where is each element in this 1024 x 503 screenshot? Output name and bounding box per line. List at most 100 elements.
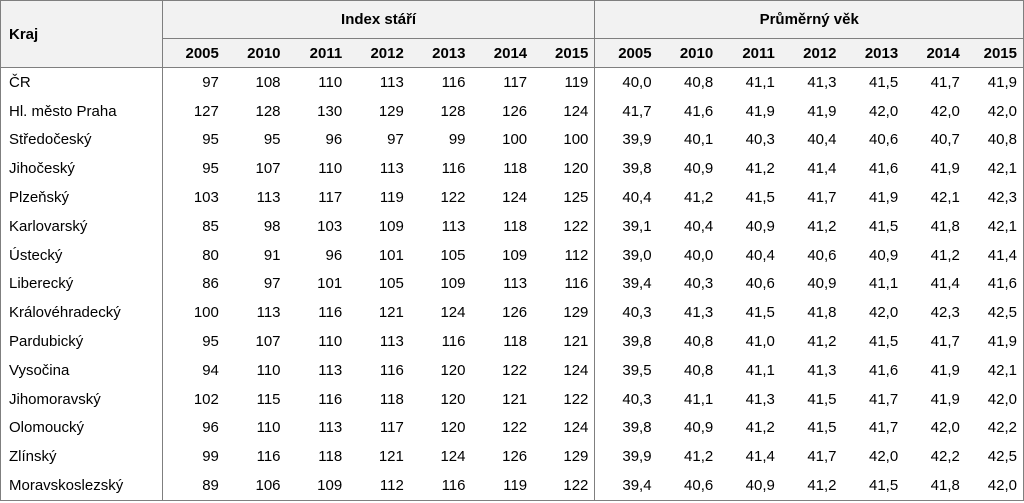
- table-row: Jihomoravský 102 115 116 118 120 121 122 40,3 41,…: [0, 384, 1024, 414]
- age-value-cell: 41,9: [930, 160, 960, 178]
- index-value-cell: 122: [533, 384, 596, 414]
- index-value-cell: 121: [502, 390, 528, 408]
- age-year-header: 2012: [780, 38, 843, 68]
- index-value-cell: 107: [255, 160, 281, 178]
- index-value-cell: 113: [256, 304, 281, 322]
- age-value-cell: 41,6: [684, 102, 714, 120]
- index-value-cell: 118: [503, 160, 528, 178]
- age-value-cell: 42,1: [930, 189, 960, 207]
- index-value-cell: 126: [502, 304, 528, 322]
- index-value-cell: 113: [318, 419, 343, 437]
- index-value-cell: 89: [162, 471, 225, 501]
- age-value-cell: 41,3: [807, 361, 837, 379]
- age-value-cell: 41,3: [684, 304, 714, 322]
- table-row: Jihočeský 95 107 110 113 116 118 120 39,8 40,9 41,…: [0, 154, 1024, 184]
- index-value-cell: 128: [255, 102, 281, 120]
- index-value-cell: 80: [202, 246, 219, 264]
- age-value-cell: 40,4: [745, 246, 775, 264]
- index-value-cell: 103: [317, 217, 343, 235]
- index-value-cell: 124: [533, 413, 596, 443]
- age-value-cell: 41,6: [868, 361, 899, 379]
- index-value-cell: 124: [440, 304, 466, 322]
- index-year-header: 2010: [224, 38, 287, 68]
- age-value-cell: 42,0: [930, 102, 960, 120]
- index-value-cell: 105: [378, 275, 404, 293]
- age-value-cell: 41,1: [868, 275, 899, 293]
- age-value-cell: 41,2: [745, 419, 775, 437]
- age-value-cell: 39,9: [622, 131, 652, 149]
- age-value-cell: 42,3: [965, 183, 1024, 212]
- age-value-cell: 41,7: [868, 390, 899, 408]
- age-year-header: 2014: [904, 38, 966, 68]
- region-name: Středočeský: [0, 125, 163, 155]
- index-value-cell: 113: [441, 217, 466, 235]
- index-value-cell: 116: [533, 269, 596, 299]
- age-value-cell: 39,9: [622, 448, 652, 466]
- index-value-cell: 95: [202, 333, 219, 351]
- index-value-cell: 101: [378, 246, 404, 264]
- age-value-cell: 41,4: [807, 160, 837, 178]
- age-value-cell: 40,4: [807, 131, 837, 149]
- age-value-cell: 40,3: [622, 390, 652, 408]
- age-value-cell: 40,4: [684, 217, 714, 235]
- age-value-cell: 41,7: [807, 448, 837, 466]
- age-group-header: Průměrný věk: [594, 0, 1024, 39]
- index-value-cell: 97: [387, 131, 404, 149]
- region-name: Vysočina: [0, 355, 163, 385]
- age-year-header: 2010: [657, 38, 720, 68]
- index-year-header: 2015: [533, 38, 596, 68]
- index-value-cell: 100: [533, 125, 596, 155]
- table-row: Zlínský 99 116 118 121 124 126 129 39,9 41,2 41,4 4…: [0, 442, 1024, 472]
- table-body: ČR 97 108 110 113 116 117 119 40,0 40,8 41,1 41,3 41…: [0, 67, 1024, 501]
- index-value-cell: 95: [263, 131, 281, 149]
- index-value-cell: 113: [256, 189, 281, 207]
- index-value-cell: 119: [471, 471, 534, 501]
- index-value-cell: 129: [533, 442, 596, 472]
- age-value-cell: 42,0: [965, 384, 1024, 414]
- table-row: Středočeský 95 95 96 97 99 100 100 39,9 40,1 40,3 4…: [0, 125, 1024, 155]
- region-name: Jihočeský: [0, 154, 163, 184]
- index-value-cell: 119: [379, 189, 404, 207]
- index-value-cell: 127: [193, 102, 219, 120]
- age-value-cell: 41,9: [868, 189, 899, 207]
- index-value-cell: 128: [440, 102, 466, 120]
- age-value-cell: 41,5: [807, 390, 837, 408]
- index-value-cell: 116: [441, 160, 466, 178]
- index-value-cell: 113: [379, 160, 404, 178]
- index-value-cell: 116: [256, 448, 281, 466]
- age-value-cell: 42,3: [930, 304, 960, 322]
- age-year-header: 2013: [842, 38, 905, 68]
- index-value-cell: 116: [318, 304, 343, 322]
- age-value-cell: 41,9: [930, 390, 960, 408]
- age-value-cell: 41,2: [745, 160, 775, 178]
- age-value-cell: 39,8: [622, 333, 652, 351]
- age-value-cell: 41,1: [745, 73, 775, 91]
- region-name: Královéhradecký: [0, 298, 163, 328]
- index-value-cell: 86: [202, 275, 219, 293]
- index-value-cell: 117: [318, 189, 343, 207]
- age-value-cell: 40,9: [719, 471, 781, 501]
- table-row: Vysočina 94 110 113 116 120 122 124 39,5 40,8 41,1…: [0, 355, 1024, 385]
- age-value-cell: 41,2: [930, 246, 960, 264]
- index-value-cell: 107: [255, 333, 281, 351]
- index-value-cell: 110: [256, 361, 281, 379]
- age-value-cell: 41,5: [807, 419, 837, 437]
- age-value-cell: 41,9: [807, 102, 837, 120]
- age-year-header: 2011: [719, 38, 781, 68]
- age-value-cell: 41,5: [745, 189, 775, 207]
- age-value-cell: 39,1: [622, 217, 652, 235]
- index-value-cell: 118: [503, 333, 528, 351]
- age-value-cell: 41,8: [807, 304, 837, 322]
- age-value-cell: 40,6: [657, 471, 720, 501]
- index-value-cell: 109: [440, 275, 466, 293]
- age-value-cell: 41,5: [868, 217, 899, 235]
- region-name: Hl. město Praha: [0, 96, 163, 126]
- age-value-cell: 41,5: [842, 471, 905, 501]
- age-value-cell: 41,2: [684, 448, 714, 466]
- index-value-cell: 91: [263, 246, 281, 264]
- index-value-cell: 95: [202, 131, 219, 149]
- age-value-cell: 41,6: [868, 160, 899, 178]
- age-value-cell: 40,9: [684, 160, 714, 178]
- age-value-cell: 41,5: [868, 73, 899, 91]
- index-value-cell: 109: [286, 471, 349, 501]
